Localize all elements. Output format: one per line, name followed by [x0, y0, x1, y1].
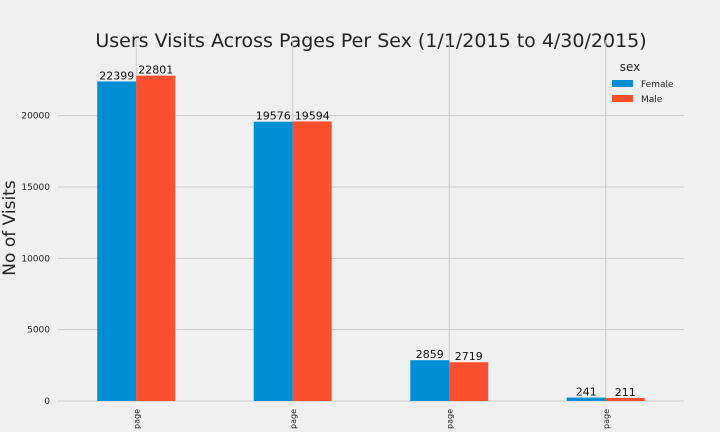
y-tick-label: 0 — [44, 397, 50, 407]
data-label: 2859 — [416, 348, 444, 361]
legend-swatch-male — [612, 95, 633, 102]
legend-label: Male — [641, 95, 663, 105]
bar-male — [449, 362, 489, 401]
x-axis-ticks: page page page page — [132, 409, 611, 429]
bar-male — [605, 397, 645, 401]
data-label: 19576 — [256, 110, 291, 123]
data-label: 22399 — [99, 69, 134, 82]
bars — [97, 75, 645, 401]
y-tick-label: 5000 — [27, 326, 50, 336]
y-tick-label: 15000 — [21, 183, 50, 193]
data-label: 2719 — [455, 350, 483, 363]
y-axis-ticks: 0 5000 10000 15000 20000 — [21, 112, 50, 407]
data-label: 22801 — [138, 64, 173, 77]
x-tick-label: page — [445, 409, 454, 429]
x-tick-label: page — [289, 409, 298, 429]
bar-female — [97, 81, 137, 401]
x-tick-label: page — [602, 409, 611, 429]
x-tick-label: page — [132, 409, 141, 429]
y-tick-label: 20000 — [21, 112, 50, 122]
data-label: 211 — [615, 386, 636, 399]
legend-swatch-female — [612, 80, 633, 87]
chart-title: Users Visits Across Pages Per Sex (1/1/2… — [95, 30, 646, 52]
legend: sex Female Male — [612, 60, 674, 105]
bar-male — [136, 75, 176, 401]
y-tick-label: 10000 — [21, 254, 50, 264]
data-label: 241 — [576, 386, 597, 399]
legend-title: sex — [620, 60, 641, 74]
bar-female — [410, 360, 450, 401]
bar-female — [253, 121, 293, 401]
legend-label: Female — [641, 80, 674, 90]
data-labels: 22399 19576 2859 241 22801 19594 2719 211 — [99, 64, 636, 399]
y-axis-label: No of Visits — [0, 180, 20, 276]
bar-female — [566, 397, 606, 401]
data-label: 19594 — [295, 109, 330, 122]
bar-male — [292, 121, 332, 401]
